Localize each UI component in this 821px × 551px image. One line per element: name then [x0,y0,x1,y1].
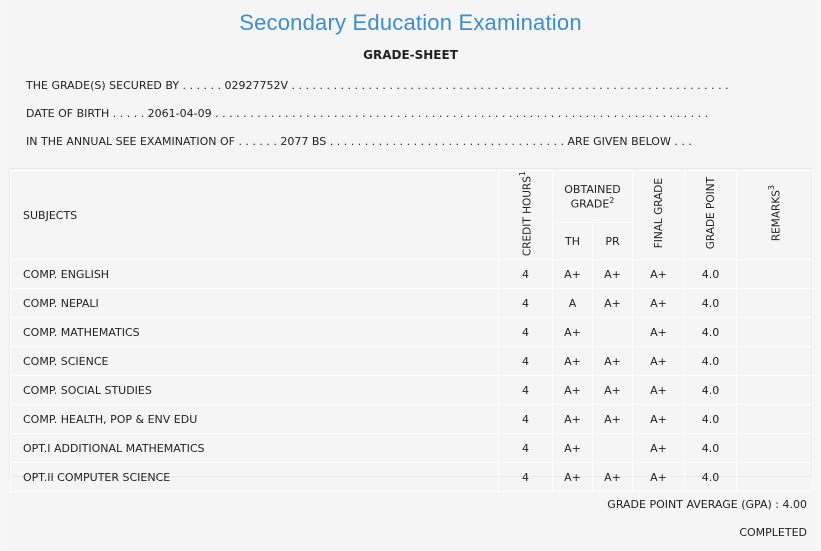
remarks-cell [736,317,813,348]
pr-grade-cell: A+ [592,404,633,435]
grade-point-cell: 4.0 [684,433,737,464]
th-grade-cell: A+ [552,404,593,435]
grade-point-cell: 4.0 [684,288,737,319]
credit-cell: 4 [498,404,553,435]
credit-cell: 4 [498,259,553,290]
th-grade-cell: A+ [552,433,593,464]
remarks-cell [736,346,813,377]
th-grade-cell: A+ [552,462,593,493]
subject-cell: COMP. HEALTH, POP & ENV EDU [10,404,499,435]
result-status: COMPLETED [739,526,807,539]
remarks-cell [736,404,813,435]
pr-grade-cell [592,317,633,348]
credit-cell: 4 [498,346,553,377]
th-grade-cell: A [552,288,593,319]
subject-cell: OPT.II COMPUTER SCIENCE [10,462,499,493]
credit-cell: 4 [498,375,553,406]
pr-grade-cell [592,433,633,464]
th-grade-cell: A+ [552,317,593,348]
subject-cell: COMP. NEPALI [10,288,499,319]
final-grade-cell: A+ [632,317,685,348]
th-grade-cell: A+ [552,375,593,406]
subject-cell: COMP. SOCIAL STUDIES [10,375,499,406]
date-of-birth-line: DATE OF BIRTH . . . . . 2061-04-09 . . .… [26,107,709,120]
th-header: TH [552,221,593,261]
remarks-cell [736,259,813,290]
pr-grade-cell: A+ [592,462,633,493]
subject-cell: COMP. ENGLISH [10,259,499,290]
table-row: COMP. HEALTH, POP & ENV EDU 4 A+ A+ A+ 4… [10,404,813,435]
grade-sheet-heading: GRADE-SHEET [363,48,458,62]
final-grade-header: FINAL GRADE [632,169,685,261]
final-grade-cell: A+ [632,404,685,435]
table-row: COMP. NEPALI 4 A A+ A+ 4.0 [10,288,813,319]
subjects-header: SUBJECTS [10,169,499,261]
grade-point-cell: 4.0 [684,462,737,493]
table-row: COMP. MATHEMATICS 4 A+ A+ 4.0 [10,317,813,348]
grade-point-header: GRADE POINT [684,169,737,261]
subject-cell: OPT.I ADDITIONAL MATHEMATICS [10,433,499,464]
final-grade-cell: A+ [632,433,685,464]
grade-point-cell: 4.0 [684,346,737,377]
th-grade-cell: A+ [552,259,593,290]
pr-grade-cell: A+ [592,346,633,377]
pr-header: PR [592,221,633,261]
final-grade-cell: A+ [632,375,685,406]
credit-cell: 4 [498,433,553,464]
pr-grade-cell: A+ [592,259,633,290]
final-grade-cell: A+ [632,346,685,377]
credit-cell: 4 [498,462,553,493]
credit-hours-header: CREDIT HOURS1 [498,169,553,261]
table-row: OPT.I ADDITIONAL MATHEMATICS 4 A+ A+ 4.0 [10,433,813,464]
grade-point-cell: 4.0 [684,375,737,406]
th-grade-cell: A+ [552,346,593,377]
table-row: COMP. SCIENCE 4 A+ A+ A+ 4.0 [10,346,813,377]
remarks-cell [736,462,813,493]
subject-cell: COMP. SCIENCE [10,346,499,377]
credit-cell: 4 [498,288,553,319]
gpa-summary: GRADE POINT AVERAGE (GPA) : 4.00 [607,498,807,511]
grade-point-cell: 4.0 [684,404,737,435]
credit-cell: 4 [498,317,553,348]
final-grade-cell: A+ [632,462,685,493]
remarks-header: REMARKS3 [736,169,813,261]
final-grade-cell: A+ [632,288,685,319]
remarks-cell [736,288,813,319]
pr-grade-cell: A+ [592,288,633,319]
grade-point-cell: 4.0 [684,317,737,348]
obtained-grade-header: OBTAINED GRADE2 [552,170,633,223]
grade-table: SUBJECTS CREDIT HOURS1 OBTAINED GRADE2 F… [10,169,813,493]
grade-point-cell: 4.0 [684,259,737,290]
table-subheader-row: TH PR [11,221,813,261]
subject-cell: COMP. MATHEMATICS [10,317,499,348]
table-row: COMP. SOCIAL STUDIES 4 A+ A+ A+ 4.0 [10,375,813,406]
exam-year-line: IN THE ANNUAL SEE EXAMINATION OF . . . .… [26,135,692,148]
table-header-row: SUBJECTS CREDIT HOURS1 OBTAINED GRADE2 F… [10,169,813,261]
table-row: COMP. ENGLISH 4 A+ A+ A+ 4.0 [10,259,813,290]
final-grade-cell: A+ [632,259,685,290]
student-symbol-line: THE GRADE(S) SECURED BY . . . . . . 0292… [26,79,729,92]
remarks-cell [736,433,813,464]
remarks-cell [736,375,813,406]
table-row: OPT.II COMPUTER SCIENCE 4 A+ A+ A+ 4.0 [10,462,813,493]
exam-title: Secondary Education Examination [239,10,582,35]
pr-grade-cell: A+ [592,375,633,406]
